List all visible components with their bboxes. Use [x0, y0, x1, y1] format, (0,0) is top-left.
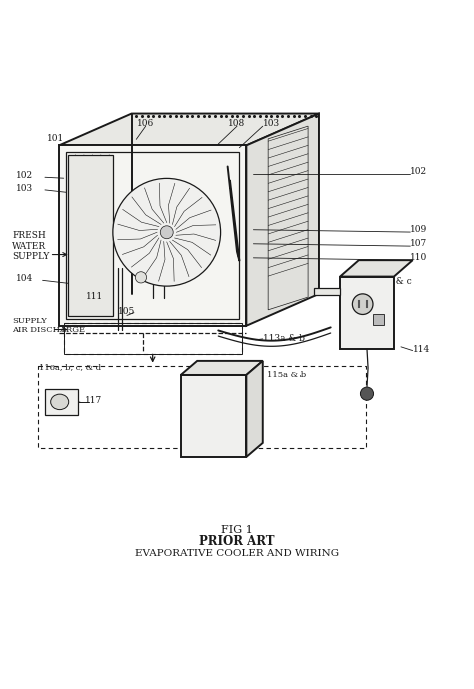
Text: 109: 109 — [410, 225, 428, 234]
Text: 108: 108 — [228, 119, 246, 128]
Text: FIG 1: FIG 1 — [221, 524, 253, 535]
Text: 103: 103 — [263, 119, 280, 128]
Circle shape — [360, 387, 374, 400]
Bar — [64, 323, 242, 354]
Bar — [68, 155, 113, 316]
Polygon shape — [181, 361, 263, 375]
Text: 116a, b, c, & d: 116a, b, c, & d — [39, 363, 101, 371]
Text: 103: 103 — [16, 185, 33, 194]
Text: 101: 101 — [47, 134, 64, 143]
Bar — [374, 314, 384, 325]
Bar — [59, 145, 246, 326]
Text: 118: 118 — [181, 428, 198, 437]
Circle shape — [352, 294, 373, 314]
Text: 115a & b: 115a & b — [267, 371, 307, 379]
Text: 113a & b: 113a & b — [263, 334, 305, 343]
Circle shape — [136, 271, 146, 283]
Text: 102: 102 — [410, 167, 428, 176]
Text: SUPPLY
AIR DISCHARGE: SUPPLY AIR DISCHARGE — [12, 317, 85, 334]
Polygon shape — [340, 260, 413, 276]
Text: 106: 106 — [137, 119, 154, 128]
Bar — [66, 152, 239, 319]
Text: 117: 117 — [85, 396, 102, 405]
Bar — [340, 276, 394, 349]
Text: 110: 110 — [410, 254, 428, 263]
Polygon shape — [59, 114, 319, 145]
Circle shape — [113, 178, 220, 286]
Ellipse shape — [51, 394, 69, 410]
Text: FRESH
WATER
SUPPLY: FRESH WATER SUPPLY — [12, 232, 49, 261]
Circle shape — [160, 226, 173, 238]
Text: 112a, b. & c: 112a, b. & c — [356, 277, 412, 286]
Text: EVAPORATIVE COOLER AND WIRING: EVAPORATIVE COOLER AND WIRING — [135, 549, 339, 558]
Text: 105: 105 — [118, 307, 136, 316]
Polygon shape — [246, 114, 319, 326]
Text: 111: 111 — [85, 292, 103, 301]
Polygon shape — [246, 361, 263, 457]
Text: PRIOR ART: PRIOR ART — [199, 535, 275, 548]
Polygon shape — [268, 126, 308, 310]
Bar — [181, 375, 246, 457]
Text: 107: 107 — [410, 239, 428, 248]
Bar — [45, 389, 78, 415]
Polygon shape — [314, 288, 340, 296]
Text: 102: 102 — [16, 172, 33, 181]
Text: 114: 114 — [413, 344, 430, 353]
Text: 104: 104 — [16, 274, 33, 283]
